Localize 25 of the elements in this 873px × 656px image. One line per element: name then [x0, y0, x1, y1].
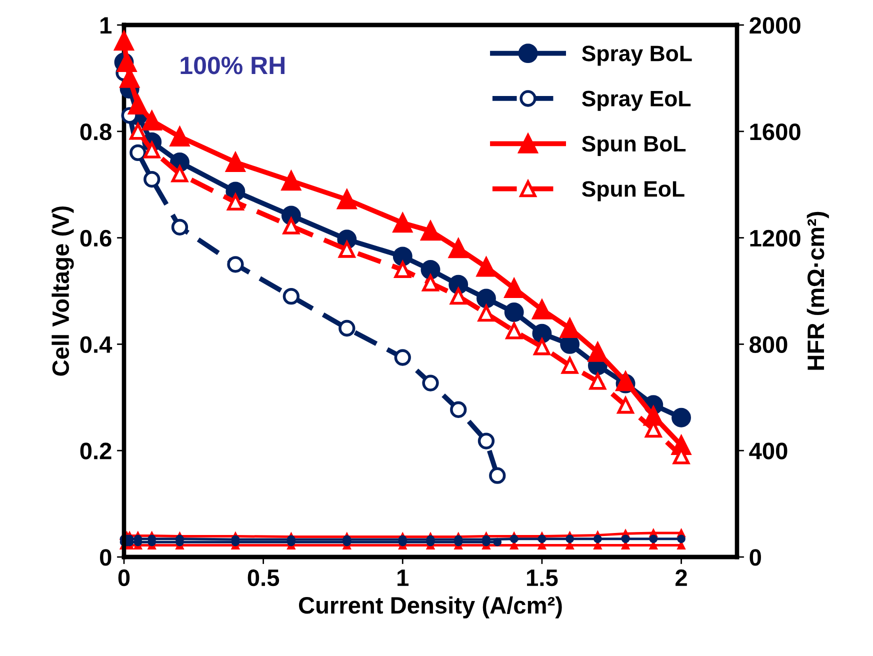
y2-tick-label: 400	[749, 442, 788, 460]
y-tick-label: 0.6	[80, 230, 112, 247]
x-tick-label: 1	[398, 570, 409, 586]
legend-label: Spun EoL	[582, 181, 684, 202]
y-tick-label: 0	[100, 549, 112, 566]
annotation: 100% RH	[180, 56, 284, 74]
legend-label: Spray EoL	[582, 90, 691, 111]
legend-label: Spray BoL	[582, 46, 692, 66]
y2-tick-label: 1600	[750, 123, 800, 140]
x-tick-label: 1.5	[527, 570, 558, 586]
x-tick-label: 0	[118, 569, 130, 586]
y2-tick-label: 0	[750, 549, 761, 566]
x-tick-label: 2	[676, 569, 687, 586]
y-tick-label: 1	[100, 17, 112, 34]
y2-axis-title: HFR (mΩ·cm²)	[806, 212, 829, 370]
y2-tick-label: 800	[750, 336, 788, 353]
x-axis-title: Current Density (A/cm²)	[298, 596, 562, 618]
y-tick-label: 0.2	[80, 442, 112, 460]
y2-tick-label: 1200	[750, 230, 800, 247]
y2-tick-label: 2000	[750, 17, 800, 34]
y-tick-label: 0.8	[80, 123, 112, 140]
y-axis-title: Cell Voltage (V)	[52, 206, 74, 376]
y-tick-label: 0.4	[80, 336, 112, 353]
x-tick-label: 0.5	[248, 569, 280, 586]
legend-label: Spun BoL	[582, 136, 686, 156]
